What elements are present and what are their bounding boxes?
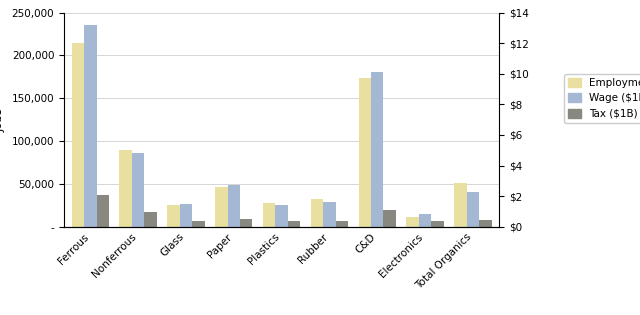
Bar <box>120 150 132 227</box>
Bar <box>335 221 348 227</box>
Bar <box>419 214 431 227</box>
Bar <box>180 204 192 227</box>
Bar <box>275 205 288 227</box>
Bar <box>288 221 300 227</box>
Y-axis label: Jobs: Jobs <box>0 108 6 132</box>
Bar <box>358 78 371 227</box>
Bar <box>228 185 240 227</box>
Bar <box>406 216 419 227</box>
Bar <box>454 183 467 227</box>
Bar <box>215 187 228 227</box>
Bar <box>145 212 157 227</box>
Bar <box>72 43 84 227</box>
Bar <box>132 153 145 227</box>
Bar <box>263 203 275 227</box>
Bar <box>383 210 396 227</box>
Bar <box>323 202 335 227</box>
Bar <box>240 219 252 227</box>
Bar <box>192 221 205 227</box>
Bar <box>97 195 109 227</box>
Bar <box>479 220 492 227</box>
Bar <box>371 72 383 227</box>
Bar <box>467 192 479 227</box>
Bar <box>84 25 97 227</box>
Bar <box>431 221 444 227</box>
Bar <box>167 205 180 227</box>
Legend: Employment, Wage ($1B), Tax ($1B): Employment, Wage ($1B), Tax ($1B) <box>564 74 640 123</box>
Bar <box>311 199 323 227</box>
